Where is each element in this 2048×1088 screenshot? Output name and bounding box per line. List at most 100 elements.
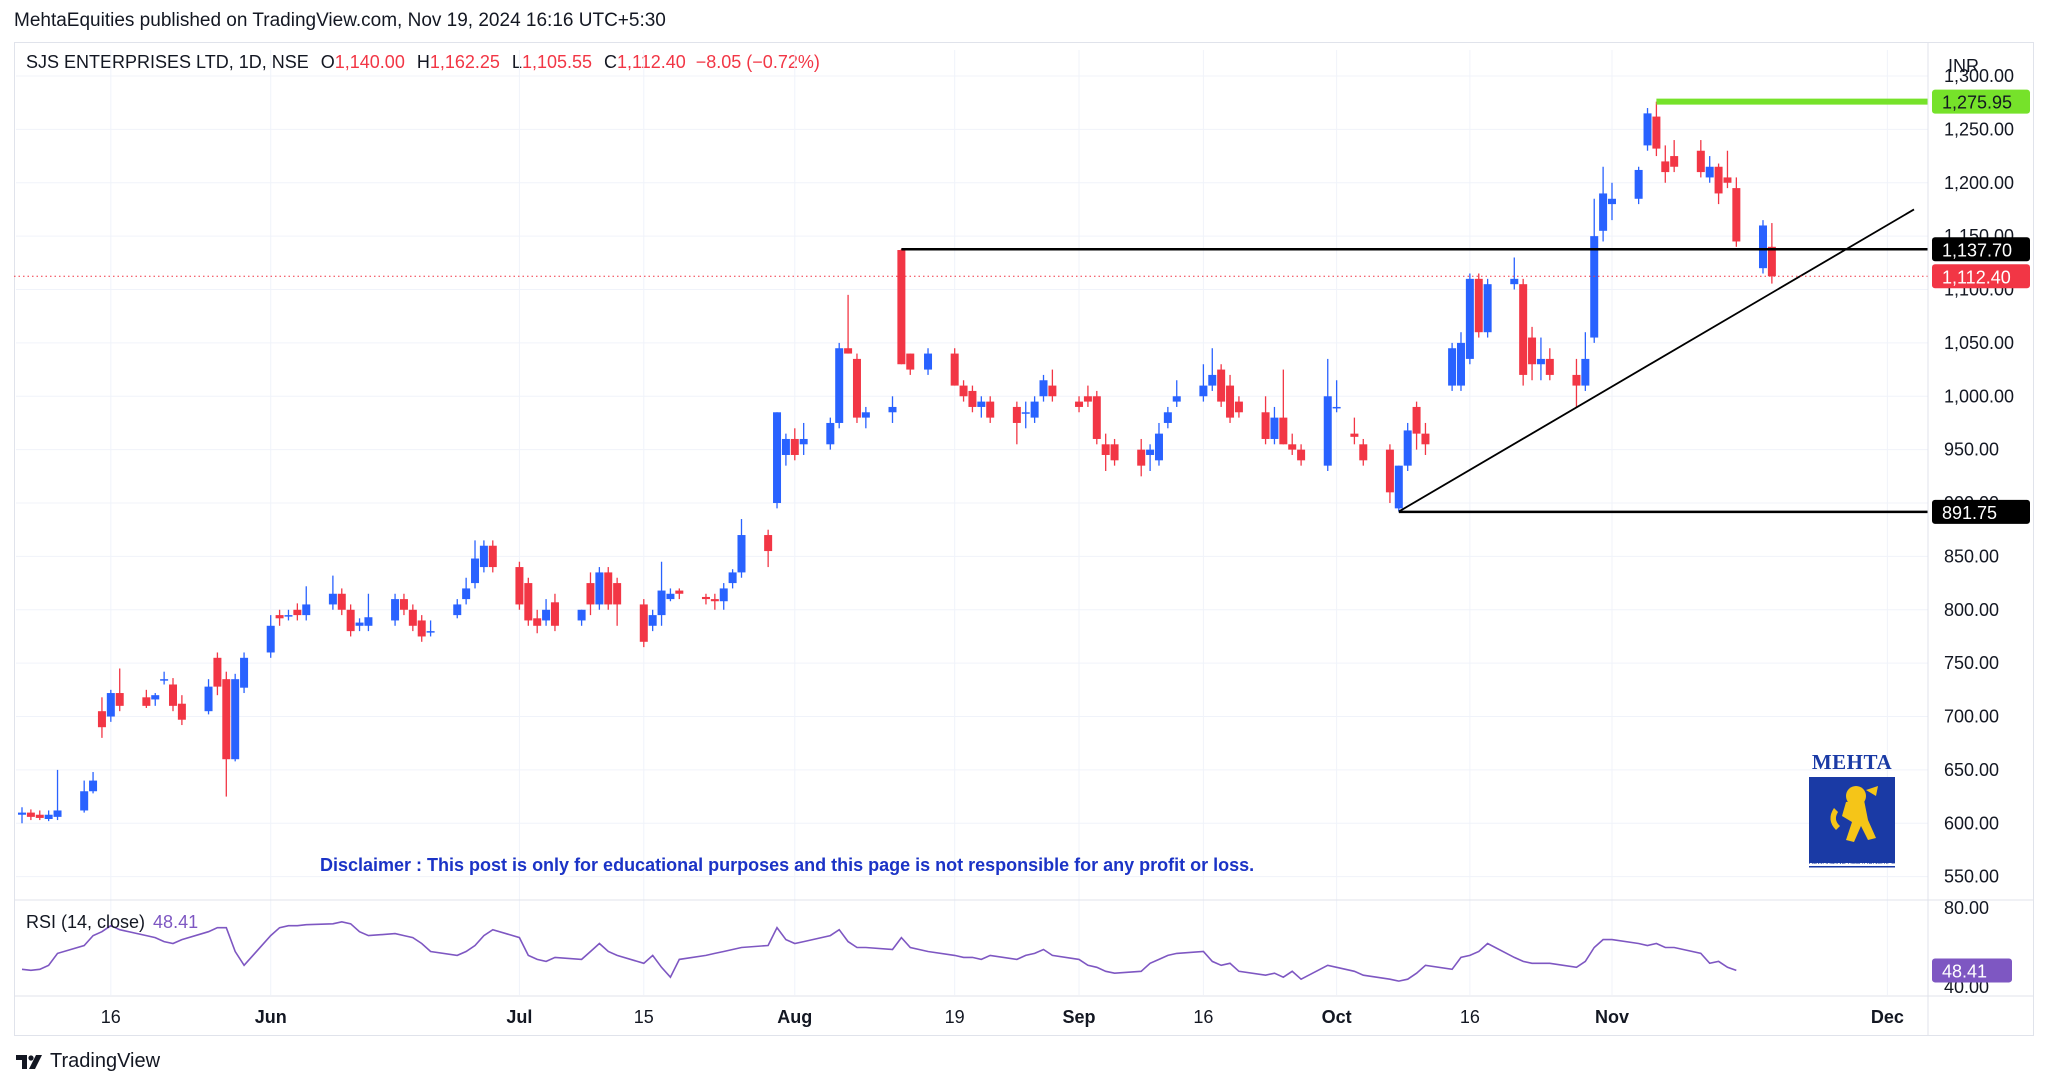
candle-down [1714, 163, 1723, 205]
candle-up [1021, 401, 1030, 429]
candle-up [355, 618, 364, 632]
candle-body [1590, 236, 1599, 338]
candle-up [1154, 422, 1163, 466]
candle-body [471, 558, 480, 584]
candle-body [1652, 116, 1661, 149]
level-label-bg [1932, 89, 2030, 114]
tradingview-footer[interactable]: TradingView [14, 1050, 160, 1073]
candle-up [1030, 396, 1039, 423]
candle-down [710, 593, 719, 610]
candle-body [1075, 401, 1084, 407]
candle-down [852, 353, 861, 423]
candle-up [1536, 337, 1545, 381]
candle-body [1474, 278, 1483, 333]
time-axis: 16 Jun Jul 15 Aug 19 Sep 16 Oct 16 Nov Dec [14, 995, 2034, 1027]
candle-body [968, 390, 977, 407]
candle-body [18, 812, 26, 815]
candle-body [355, 622, 364, 626]
candle-down [1545, 348, 1554, 381]
candle-body [231, 679, 240, 760]
candle-up [240, 652, 249, 694]
candle-up [826, 417, 835, 450]
candle-body [710, 599, 719, 602]
candle-body [222, 679, 231, 760]
candle-up [231, 673, 240, 762]
candle-body [364, 617, 373, 626]
candle-up [719, 583, 728, 610]
candle-down [1012, 401, 1021, 445]
candle-down [701, 593, 710, 605]
candle-up [657, 561, 666, 626]
candle-up [1146, 444, 1155, 471]
candle-body [897, 250, 906, 365]
grid-lines [16, 50, 1928, 995]
candle-down [1092, 390, 1101, 445]
candle-body [1519, 284, 1528, 375]
candle-body [80, 791, 89, 811]
candle-up [1163, 406, 1172, 429]
candle-body [488, 545, 497, 568]
candle-body [1199, 385, 1208, 397]
candle-body [1270, 417, 1279, 439]
candle-body [479, 545, 488, 568]
candle-up [1465, 273, 1474, 365]
candle-body [204, 686, 213, 712]
candle-up [542, 599, 551, 626]
candle-down [337, 588, 346, 616]
candle-body [1714, 166, 1723, 194]
candle-body [861, 412, 870, 418]
candle-body [275, 615, 284, 619]
candle-body [1137, 449, 1146, 466]
candle-body [924, 353, 933, 370]
candle-up [1607, 182, 1616, 221]
currency-label[interactable]: INR [1948, 56, 1979, 76]
candle-body [302, 604, 311, 616]
candle-up [781, 433, 790, 466]
level-label-bg [1932, 499, 2030, 524]
time-tick-label: Jul [506, 1007, 532, 1027]
candle-down [1217, 364, 1226, 407]
candle-body [657, 590, 666, 616]
candle-down [959, 380, 968, 402]
candle-body [1217, 369, 1226, 402]
candle-body [160, 679, 169, 681]
candle-body [1599, 193, 1608, 231]
candle-up [302, 586, 311, 621]
candle-up [1270, 406, 1279, 445]
price-tick-label: 800.00 [1944, 600, 1999, 620]
candle-down [26, 809, 35, 821]
candle-up [924, 348, 933, 375]
candle-body [959, 385, 968, 397]
candle-up [44, 810, 53, 822]
candle-down [1101, 433, 1110, 471]
candle-down [275, 609, 284, 626]
candle-body [89, 780, 98, 792]
level-label: 1,137.70 [1942, 240, 2012, 260]
chart-frame [14, 42, 2034, 1036]
candle-down [524, 577, 533, 626]
candle-up [80, 780, 89, 813]
candle-up [773, 412, 782, 509]
price-tick-label: 1,000.00 [1944, 386, 2014, 406]
candle-body [675, 590, 684, 594]
candle-up [595, 567, 604, 610]
candle-body [986, 401, 995, 418]
trendline [1398, 208, 1915, 513]
candle-body [1732, 188, 1741, 242]
candle-up [1323, 358, 1332, 471]
candle-up [1456, 332, 1465, 391]
time-tick-label: 15 [634, 1007, 654, 1027]
level-label-bg [1932, 237, 2030, 262]
low-value: 1,105.55 [521, 52, 593, 72]
candle-down [1723, 150, 1732, 189]
candle-body [613, 583, 622, 605]
rsi-legend[interactable]: RSI (14, close) 48.41 [26, 912, 198, 933]
candle-down [1661, 145, 1670, 183]
candle-body [337, 593, 346, 610]
candle-up [266, 615, 275, 658]
time-tick-label: 19 [945, 1007, 965, 1027]
candle-up [89, 772, 98, 794]
candle-down [515, 561, 524, 610]
candle-down [897, 248, 906, 365]
